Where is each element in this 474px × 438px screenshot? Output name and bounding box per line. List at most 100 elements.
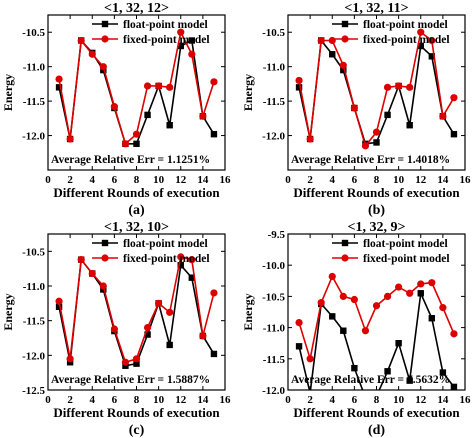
chart-title: <1, 32, 10> [104,220,169,235]
legend-marker-square [101,239,109,247]
data-point-square [295,84,303,91]
x-tick-label: 8 [134,174,140,186]
data-point-circle [66,135,74,143]
data-point-square [417,290,424,297]
data-point-circle [99,63,107,71]
x-tick-label: 10 [393,394,405,406]
data-layer [295,28,458,150]
data-point-square [428,53,436,60]
data-point-square [188,37,196,44]
data-point-square [406,377,413,384]
y-tick-label: -12.0 [262,385,285,397]
x-tick-label: 16 [220,394,232,406]
data-point-circle [428,36,436,45]
annotation-error: Average Relative Err = 1.5887% [51,374,210,386]
data-point-square [373,139,380,146]
x-tick-label: 14 [197,174,209,186]
data-layer [55,28,218,148]
data-point-square [177,42,184,50]
y-tick-label: -11.0 [263,323,286,335]
series-fixed-point [295,272,458,363]
legend-label: float-point model [123,238,208,250]
legend-label: fixed-point model [123,253,210,265]
data-point-circle [121,358,130,366]
data-point-circle [77,36,85,45]
data-point-circle [406,289,414,297]
data-point-circle [55,297,63,305]
panel-label: (c) [129,423,145,438]
chart-title: <1, 32, 9> [348,220,406,235]
data-point-circle [110,325,118,333]
data-point-square [166,341,173,349]
chart-title: <1, 32, 12> [104,1,169,16]
data-point-circle [350,104,358,112]
data-point-circle [199,332,207,340]
y-tick-label: -11.5 [23,316,46,328]
data-point-circle [199,112,207,120]
legend: float-point model fixed-point model [92,19,210,46]
data-point-circle [132,355,141,363]
x-tick-label: 6 [112,174,118,186]
data-point-circle [188,256,196,264]
y-tick-label: -11.0 [263,62,286,74]
x-tick-label: 16 [220,174,232,186]
data-point-square [210,130,218,138]
data-point-square [144,331,151,338]
x-tick-label: 14 [437,174,449,186]
y-axis-label: Energy [241,74,255,111]
data-point-square [210,350,218,358]
y-tick-label: -11.5 [263,354,286,366]
data-point-circle [439,304,447,312]
x-axis-label: Different Rounds of execution [293,185,460,200]
data-point-circle [155,82,163,90]
legend-marker-circle [341,254,349,262]
data-point-square [351,364,358,372]
y-tick-label: -9.5 [268,229,286,241]
x-tick-label: 12 [415,174,427,186]
data-point-circle [417,28,425,36]
data-point-circle [328,36,336,45]
legend-marker-square [101,20,109,28]
data-point-circle [143,82,152,90]
chart-panel-2: <1, 32, 11> 0 2 4 6 8 10 12 14 16 -10.5 -11.0 -11.5 -… [241,1,471,218]
chart-panel-3: <1, 32, 10> 0 2 4 6 8 10 12 14 16 -10.5 -11.0 -11.5 -… [1,220,231,438]
legend-label: float-point model [363,19,448,31]
data-point-circle [350,295,358,304]
data-point-square [450,383,458,390]
data-point-circle [339,61,347,69]
x-tick-label: 4 [90,174,96,186]
x-tick-label: 4 [330,394,336,406]
data-point-square [439,369,447,376]
x-tick-label: 14 [437,394,449,406]
x-tick-label: 8 [374,174,380,186]
data-point-circle [317,299,325,307]
data-point-circle [166,83,174,91]
y-axis-label: Energy [1,293,15,330]
data-point-circle [295,76,303,85]
data-point-circle [295,319,303,327]
x-tick-label: 2 [307,394,313,406]
data-point-square [329,51,336,58]
data-point-square [395,340,402,347]
data-point-circle [306,355,314,363]
data-point-square [177,262,184,269]
panel-label: (a) [128,203,145,218]
data-point-circle [88,269,96,278]
x-tick-label: 10 [393,174,405,186]
data-point-square [384,368,391,375]
legend-label: fixed-point model [363,34,450,46]
data-point-circle [328,272,336,281]
data-point-circle [439,112,447,120]
chart-panel-4: <1, 32, 9> 0 2 4 6 8 10 12 14 16 -9.5 -10.0 -10.5 -11… [241,220,471,438]
series-fixed-point [55,253,218,366]
data-point-circle [428,279,436,287]
annotation-error: Average Relative Err = 1.1251% [51,154,210,166]
y-tick-label: -11.5 [263,96,286,108]
annotation-error: Average Relative Err = 1.4018% [291,154,450,166]
data-point-circle [88,50,96,58]
data-point-circle [121,140,130,148]
data-point-circle [155,299,163,307]
data-point-circle [110,103,118,111]
data-point-square [55,303,63,310]
x-tick-label: 6 [112,394,118,406]
